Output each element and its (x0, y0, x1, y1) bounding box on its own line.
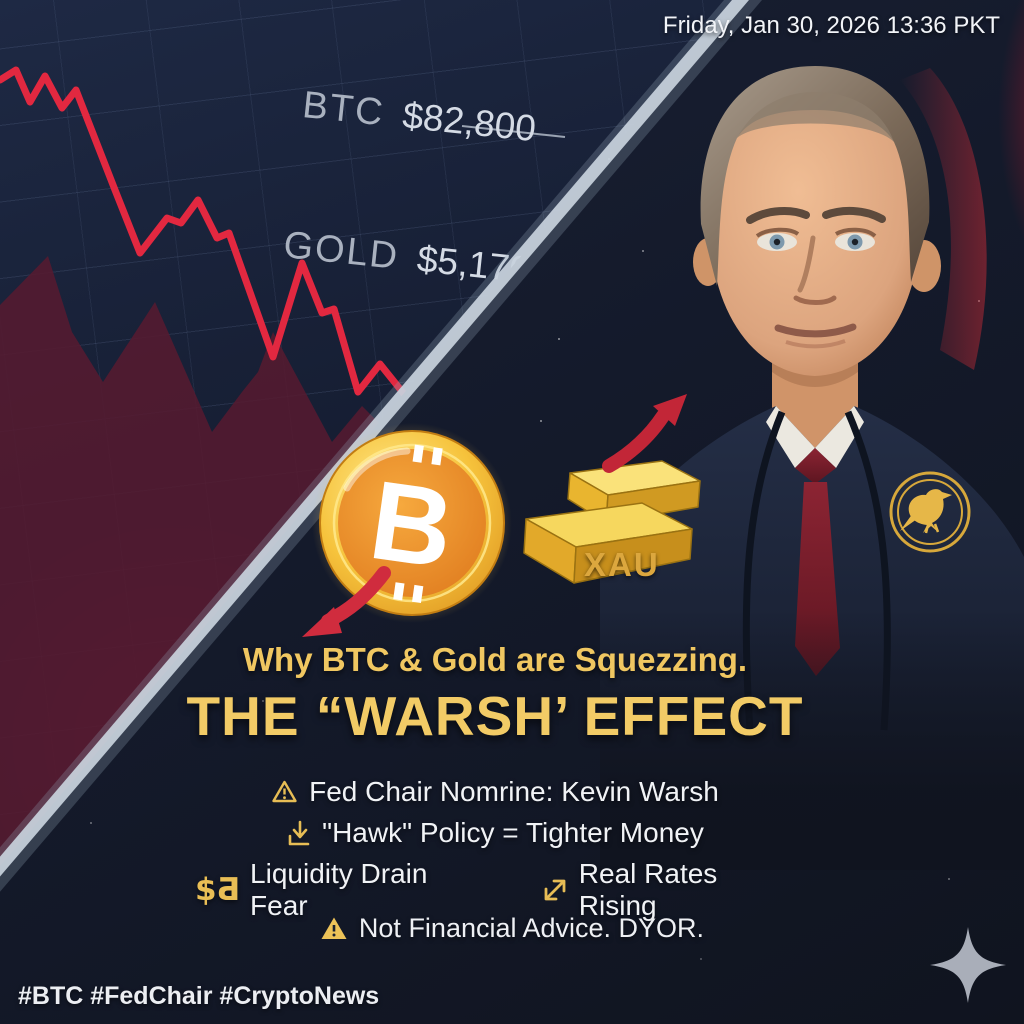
headline-kicker: Why BTC & Gold are Squezzing. (242, 641, 748, 678)
bullet-fed-chair: Fed Chair Nomrine: Kevin Warsh (195, 776, 795, 808)
hashtags: #BTC #FedChair #CryptoNews (18, 982, 380, 1010)
portrait-fade (600, 610, 1024, 870)
bullet-liquidity: $Ƌ Liquidity Drain Fear (195, 858, 484, 922)
gold-up-arrow-icon (602, 394, 687, 473)
sparkle-icon (930, 927, 1006, 1003)
warning-solid-icon (320, 916, 348, 941)
btc-down-arrow-icon (302, 566, 391, 637)
bullet-text: Liquidity Drain Fear (250, 858, 428, 921)
disclaimer-text: Not Financial Advice. DYOR. (358, 913, 705, 943)
bullet-list: Fed Chair Nomrine: Kevin Warsh "Hawk" Po… (195, 776, 795, 931)
bullet-real-rates: Real Rates Rising (542, 858, 795, 922)
chart-price-line (0, 66, 408, 398)
headline-title: THE “WARSH’ EFFECT (186, 685, 804, 747)
xau-label: XAU (584, 546, 660, 583)
bullet-hawk-policy: "Hawk" Policy = Tighter Money (195, 817, 795, 849)
rates-up-arrow-icon (542, 877, 568, 903)
bullet-text: "Hawk" Policy = Tighter Money (322, 817, 704, 848)
bullet-row-split: $Ƌ Liquidity Drain Fear Real Rates Risin… (195, 858, 795, 922)
gold-bars-icon (523, 460, 701, 584)
portrait-face (709, 78, 921, 376)
download-arrow-icon (286, 820, 311, 847)
dollar-drain-icon: $Ƌ (195, 872, 241, 908)
timestamp: Friday, Jan 30, 2026 13:36 PKT (662, 12, 1000, 39)
warning-outline-icon (271, 779, 298, 805)
bitcoin-coin-icon: B (312, 423, 512, 623)
disclaimer-row: Not Financial Advice. DYOR. (262, 913, 762, 944)
bullet-text: Real Rates Rising (578, 858, 718, 921)
btc-pointer-line (461, 125, 566, 138)
hawk-badge (889, 471, 971, 553)
bullet-text: Fed Chair Nomrine: Kevin Warsh (309, 776, 719, 807)
